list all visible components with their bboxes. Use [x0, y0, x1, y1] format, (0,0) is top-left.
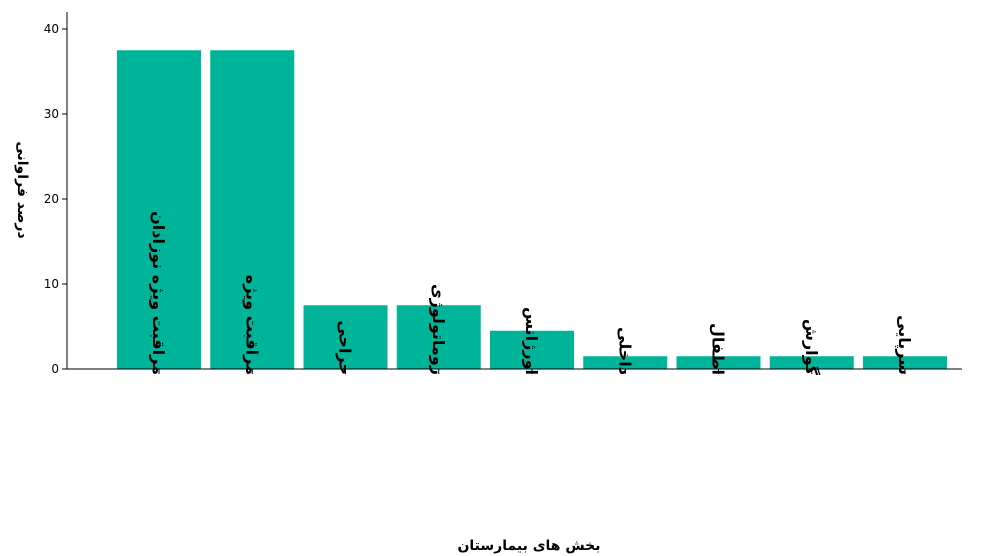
y-tick-label: 20 — [44, 192, 59, 206]
x-category-labels-group: مراقبت ویژه نوزادان مراقبت ویژه جراحی رومات… — [149, 211, 914, 376]
bar-9 — [863, 356, 947, 369]
bar-8 — [769, 356, 854, 369]
x-axis-title: بخش های بیمارستان — [457, 538, 600, 554]
bar-3 — [303, 305, 388, 369]
x-category-label-4: روماتولوژی — [429, 284, 448, 375]
bar-4 — [396, 305, 481, 369]
bars-group — [117, 50, 947, 369]
x-category-label-3: جراحی — [336, 320, 355, 375]
y-tick-label: 0 — [51, 362, 59, 376]
bar-1 — [117, 50, 201, 369]
x-category-label-6: داخلی — [615, 327, 634, 375]
y-tick-label: 10 — [44, 277, 59, 291]
x-category-label-9: سرپایی — [894, 315, 914, 375]
axes-group — [66, 12, 962, 370]
x-category-label-1: مراقبت ویژه نوزادان — [149, 211, 168, 375]
bar-5 — [490, 330, 574, 369]
bar-2 — [210, 50, 295, 369]
y-tick-label: 40 — [44, 22, 59, 36]
x-category-label-2: مراقبت ویژه — [242, 275, 261, 375]
x-category-label-8: گوارش — [802, 319, 821, 376]
bar-6 — [583, 356, 668, 369]
bar-7 — [676, 356, 761, 369]
y-axis-title: درصد فراوانی — [14, 141, 30, 238]
y-ticks-group: 0 10 20 30 40 — [44, 22, 67, 376]
x-category-label-7: اطفال — [709, 323, 728, 375]
x-category-label-5: اورژانس — [522, 307, 541, 375]
y-tick-label: 30 — [44, 107, 59, 121]
